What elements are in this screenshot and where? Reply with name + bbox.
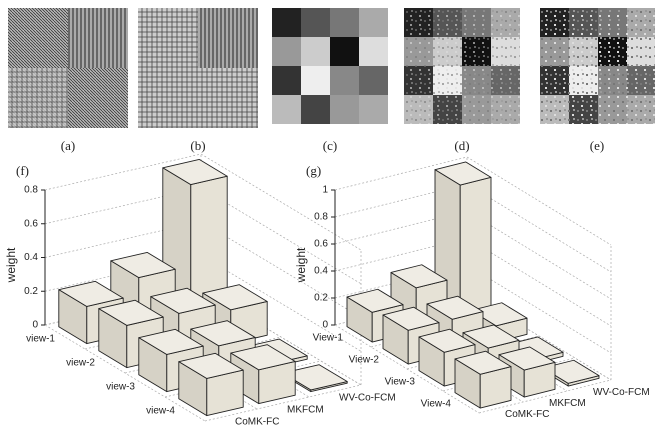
category-label: View-4 — [421, 399, 452, 410]
tile — [359, 37, 388, 66]
noise — [540, 8, 569, 37]
noise — [404, 8, 433, 37]
y-tick-label: 0.4 — [314, 266, 328, 277]
tile — [301, 95, 330, 124]
noise — [540, 66, 569, 95]
noise — [569, 95, 598, 124]
tile — [359, 8, 388, 37]
tile — [272, 66, 301, 95]
panel-label: (e) — [590, 138, 604, 153]
category-label: view-3 — [106, 382, 135, 393]
category-label: View-1 — [313, 333, 344, 344]
y-tick-label: 0.2 — [24, 286, 38, 297]
noise — [491, 8, 520, 37]
category-label: View-2 — [349, 355, 380, 366]
tile — [330, 8, 359, 37]
noise — [598, 66, 627, 95]
noise — [433, 66, 462, 95]
category-label: view-4 — [146, 406, 175, 417]
noise — [598, 8, 627, 37]
noise — [404, 37, 433, 66]
y-tick-label: 0 — [322, 320, 328, 331]
texture-patch — [198, 8, 258, 68]
noise — [627, 95, 655, 124]
y-tick-label: 0.8 — [314, 212, 328, 223]
tile — [272, 8, 301, 37]
y-tick-label: 0.4 — [24, 252, 38, 263]
category-label: view-1 — [26, 334, 55, 345]
noise — [404, 95, 433, 124]
y-tick-label: 0 — [32, 320, 38, 331]
noise — [598, 95, 627, 124]
y-tick-label: 0.2 — [314, 293, 328, 304]
panel-label: (f) — [16, 163, 29, 178]
figure: (a) (b) (c) (d) (e) (f) weight 0 0.2 0.4 0.6 0… — [0, 0, 655, 440]
noise — [598, 37, 627, 66]
texture-patch — [138, 68, 198, 128]
y-tick-label: 0.6 — [24, 218, 38, 229]
series-label: WV-Co-FCM — [593, 387, 650, 398]
noise — [404, 66, 433, 95]
noise — [627, 66, 655, 95]
tile — [330, 66, 359, 95]
panel-label: (d) — [454, 138, 469, 153]
noise — [462, 37, 491, 66]
tile — [359, 95, 388, 124]
noise — [627, 8, 655, 37]
panel-label: (b) — [190, 138, 205, 153]
tile — [330, 95, 359, 124]
panel-label: (a) — [61, 138, 75, 153]
noise — [433, 8, 462, 37]
image-panels — [8, 8, 655, 128]
y-tick-label: 0.8 — [24, 185, 38, 196]
tile — [359, 66, 388, 95]
noise — [491, 66, 520, 95]
noise — [569, 8, 598, 37]
y-axis-label: weight — [294, 247, 308, 283]
series-label: MKFCM — [549, 398, 586, 409]
y-axis-label: weight — [4, 247, 18, 283]
noise — [433, 95, 462, 124]
texture-patch — [8, 68, 68, 128]
noise — [540, 95, 569, 124]
texture-patch — [68, 8, 128, 68]
category-label: view-2 — [66, 358, 95, 369]
noise — [462, 8, 491, 37]
noise — [462, 66, 491, 95]
tile — [301, 8, 330, 37]
noise — [627, 37, 655, 66]
panel-label: (c) — [323, 138, 337, 153]
noise — [569, 37, 598, 66]
series-label: MKFCM — [287, 405, 324, 416]
noise — [462, 95, 491, 124]
series-label: WV-Co-FCM — [339, 393, 396, 404]
tile — [301, 37, 330, 66]
y-tick-label: 0.6 — [314, 239, 328, 250]
tile — [272, 95, 301, 124]
tile — [272, 37, 301, 66]
bar-front — [460, 177, 491, 320]
noise — [540, 37, 569, 66]
noise — [491, 37, 520, 66]
tile — [301, 66, 330, 95]
category-label: View-3 — [385, 377, 416, 388]
noise — [433, 37, 462, 66]
series-label: CoMK-FC — [235, 417, 279, 428]
noise — [569, 66, 598, 95]
series-label: CoMK-FC — [505, 409, 549, 420]
noise — [491, 95, 520, 124]
tile — [330, 37, 359, 66]
y-tick-label: 1 — [322, 185, 328, 196]
panel-label: (g) — [306, 163, 321, 178]
